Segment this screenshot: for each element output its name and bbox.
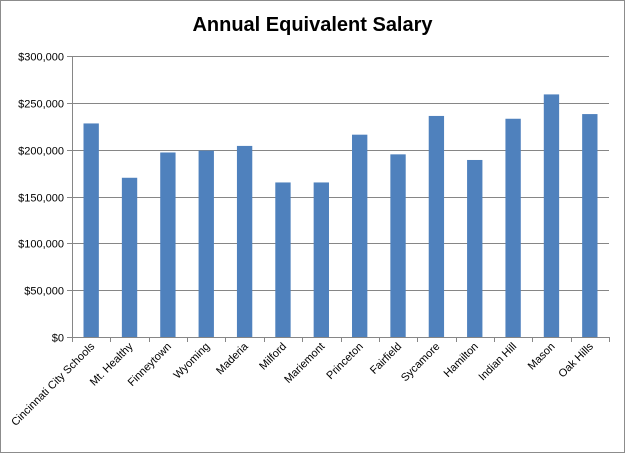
x-tick-label: Oak Hills xyxy=(556,340,596,380)
y-tick-label: $200,000 xyxy=(18,146,64,158)
bar xyxy=(352,134,368,337)
y-tick-label: $0 xyxy=(52,333,64,345)
y-tick-label: $300,000 xyxy=(18,52,64,64)
x-tick-label: Indian Hill xyxy=(477,341,520,384)
x-tick-label: Cincinnati City Schools xyxy=(9,340,97,428)
y-tick-label: $250,000 xyxy=(18,99,64,111)
x-tick-label: Milford xyxy=(257,341,289,373)
x-tick-label: Wyoming xyxy=(172,341,213,382)
bar xyxy=(582,114,598,337)
x-tick-label: Fairfield xyxy=(368,341,404,377)
bar xyxy=(236,145,253,337)
x-tick-label: Mariemont xyxy=(282,341,327,386)
x-tick-label: Maderia xyxy=(214,340,251,377)
x-tick-label: Princeton xyxy=(324,341,365,382)
x-tick-label: Sycamore xyxy=(399,341,443,385)
x-tick-label: Hamilton xyxy=(442,341,481,380)
y-tick-label: $150,000 xyxy=(18,193,64,205)
bar xyxy=(467,159,483,337)
bar xyxy=(428,115,445,338)
y-tick-label: $50,000 xyxy=(24,286,64,298)
bar xyxy=(198,150,214,337)
bar xyxy=(275,182,291,337)
bar xyxy=(390,154,406,337)
bar xyxy=(160,152,176,337)
bar xyxy=(505,118,521,337)
x-tick-label: Mason xyxy=(526,341,558,373)
bar xyxy=(121,177,138,337)
bar xyxy=(313,182,329,337)
bar xyxy=(543,94,560,337)
bar xyxy=(83,123,99,337)
y-tick-label: $100,000 xyxy=(18,239,64,251)
chart-title: Annual Equivalent Salary xyxy=(192,14,433,36)
